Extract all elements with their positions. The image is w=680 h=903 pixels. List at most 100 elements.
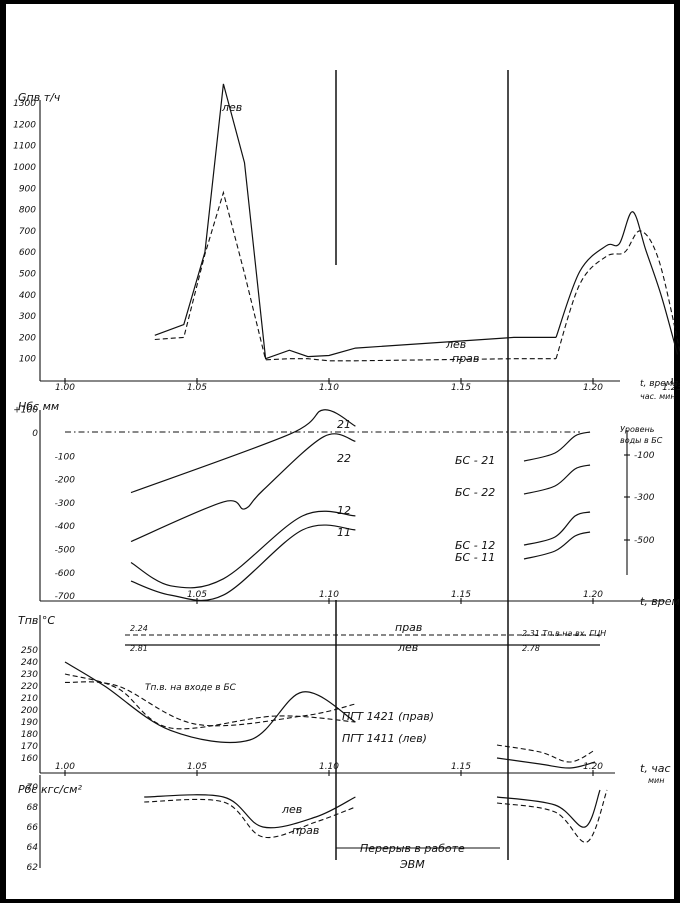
p4-y-tick-label: 64 [27, 843, 39, 853]
p3-annotation: 2.31 Tп.в на вх. ГЦН [522, 629, 606, 638]
p3-y-tick-label: 230 [21, 670, 38, 680]
p2-series-line-11 [130, 524, 356, 602]
p2-y2-tick-label: -500 [634, 536, 655, 546]
p2-series-line-БС-12 [523, 511, 591, 546]
p3-y-axis-label: Tпв °C [18, 614, 55, 627]
p3-y-tick-label: 200 [21, 706, 38, 716]
p2-y-tick-label: -700 [55, 592, 76, 602]
p2-series-line-БС-11 [523, 531, 591, 560]
p2-y-tick-label: 0 [32, 429, 38, 439]
p2-series-line-БС-21 [523, 431, 591, 462]
p1-x-tick-label: 1.20 [583, 383, 603, 393]
p1-x-axis-label: t, время [640, 379, 679, 389]
p4-annotation: лев [281, 803, 302, 816]
p1-y-tick-label: 200 [19, 333, 36, 343]
p2-y-tick-label: +100 [13, 406, 38, 416]
p3-x-tick-label: 1.10 [319, 762, 339, 772]
p3-y-tick-label: 210 [21, 694, 38, 704]
p2-y2-tick-label: -300 [634, 493, 655, 503]
p4-y-tick-label: 70 [27, 783, 39, 793]
p1-y-tick-label: 1000 [13, 163, 36, 173]
p4-series-line [496, 789, 608, 843]
p3-annotation: 2.24 [130, 624, 148, 633]
p2-series-line-12 [130, 510, 356, 589]
p1-x-tick-label: 1.00 [55, 383, 75, 393]
p3-annotation: ПГТ 1411 (лев) [342, 732, 427, 745]
p1-y-tick-label: 500 [19, 270, 36, 280]
p3-annotation: Тп.в. на входе в БС [145, 683, 237, 693]
p1-y-tick-label: 600 [19, 248, 36, 258]
p3-x-tick-label: 1.15 [451, 762, 471, 772]
p1-y-tick-label: 900 [19, 184, 36, 194]
p1-y-tick-label: 800 [19, 206, 36, 216]
p2-y-tick-label: -300 [55, 499, 76, 509]
p2-y-tick-label: -100 [55, 452, 76, 462]
p4-series-line [144, 794, 356, 829]
p1-y-tick-label: 700 [19, 227, 36, 237]
p1-annotation: лев [221, 101, 242, 114]
p2-series-label: БС - 22 [455, 486, 495, 499]
p2-series-label: БС - 11 [455, 551, 495, 564]
p1-series-line-prav [154, 190, 556, 362]
p1-series-line-lev [555, 211, 679, 355]
p2-x-tick-label: 1.05 [187, 590, 207, 600]
p3-series-line [496, 757, 596, 769]
p2-x-tick-label: 1.20 [583, 590, 603, 600]
p4-series-line [144, 798, 356, 839]
p1-x-tick-label: 1.05 [187, 383, 207, 393]
p3-y-tick-label: 240 [21, 658, 38, 668]
p1-y-axis-label: Gпв т/ч [18, 91, 61, 104]
p3-y-tick-label: 180 [21, 730, 38, 740]
p3-y-tick-label: 170 [21, 742, 38, 752]
p3-series-line [64, 673, 356, 730]
p1-y-tick-label: 1200 [13, 120, 36, 130]
p2-y-tick-label: -500 [55, 546, 76, 556]
p2-series-label: 11 [337, 526, 351, 539]
p2-y2-axis-label-2: воды в БС [620, 436, 663, 445]
p2-series-line-22 [130, 433, 356, 543]
p3-x-tick-label: 1.20 [583, 762, 603, 772]
p3-y-tick-label: 250 [21, 646, 38, 656]
p1-series-line-lev [154, 83, 556, 360]
p1-y-tick-label: 400 [19, 291, 36, 301]
p2-y-tick-label: -400 [55, 522, 76, 532]
p1-x-axis-label-unit: час. мин [640, 392, 676, 401]
p2-series-label: 21 [337, 418, 351, 431]
p3-annotation: лев [397, 641, 418, 654]
p1-x-tick-label: 1.15 [451, 383, 471, 393]
p3-x-tick-label: 1.05 [187, 762, 207, 772]
p3-annotation: 2.81 [130, 644, 148, 653]
p1-annotation: лев [445, 338, 466, 351]
p2-series-label: БС - 21 [455, 454, 495, 467]
p1-y-tick-label: 100 [19, 355, 36, 365]
p3-annotation: 2.78 [522, 644, 540, 653]
p4-series-line [496, 789, 601, 828]
p1-annotation: прав [452, 352, 479, 365]
p1-y-tick-label: 300 [19, 312, 36, 322]
p3-annotation: прав [395, 621, 422, 634]
p4-y-tick-label: 62 [27, 863, 39, 873]
p1-x-tick-label: 1.23 [662, 383, 680, 393]
p3-x-axis-label-unit: мин [648, 776, 664, 785]
p1-x-tick-label: 1.10 [319, 383, 339, 393]
p1-series-line-prav [555, 230, 680, 359]
p3-series-line [64, 661, 356, 744]
p3-y-tick-label: 190 [21, 718, 38, 728]
p2-series-label: 22 [337, 452, 351, 465]
p2-y2-axis-label: Уровень [620, 425, 655, 434]
p2-y-axis-label: Hбс мм [18, 400, 59, 413]
p2-x-tick-label: 1.10 [319, 590, 339, 600]
chart-sheet [6, 4, 674, 899]
p2-y2-tick-label: -100 [634, 451, 655, 461]
p3-y-tick-label: 160 [21, 754, 38, 764]
p4-y-axis-label: Pбс кгс/см² [18, 783, 82, 796]
p3-x-axis-label: t, час [640, 762, 671, 775]
p1-y-tick-label: 1100 [13, 142, 36, 152]
p4-annotation: прав [292, 824, 319, 837]
p3-y-tick-label: 220 [21, 682, 38, 692]
p2-y-tick-label: -200 [55, 476, 76, 486]
p2-y-tick-label: -600 [55, 569, 76, 579]
p4-y-tick-label: 68 [27, 803, 39, 813]
